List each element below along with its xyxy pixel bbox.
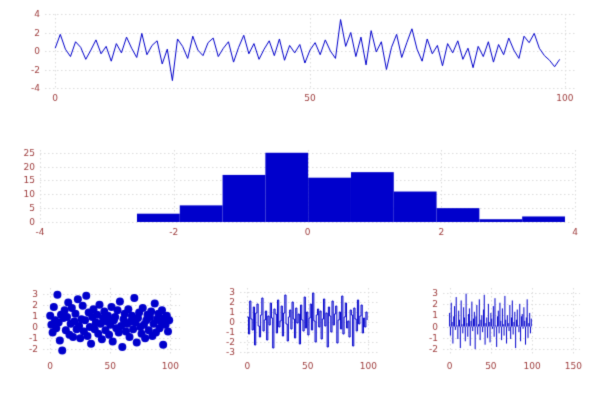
step-plot-canvas xyxy=(205,272,400,392)
histogram-canvas xyxy=(0,138,600,246)
line-plot-canvas xyxy=(0,0,600,118)
scatter-plot-canvas xyxy=(5,272,200,392)
stem-plot-canvas xyxy=(405,272,600,392)
